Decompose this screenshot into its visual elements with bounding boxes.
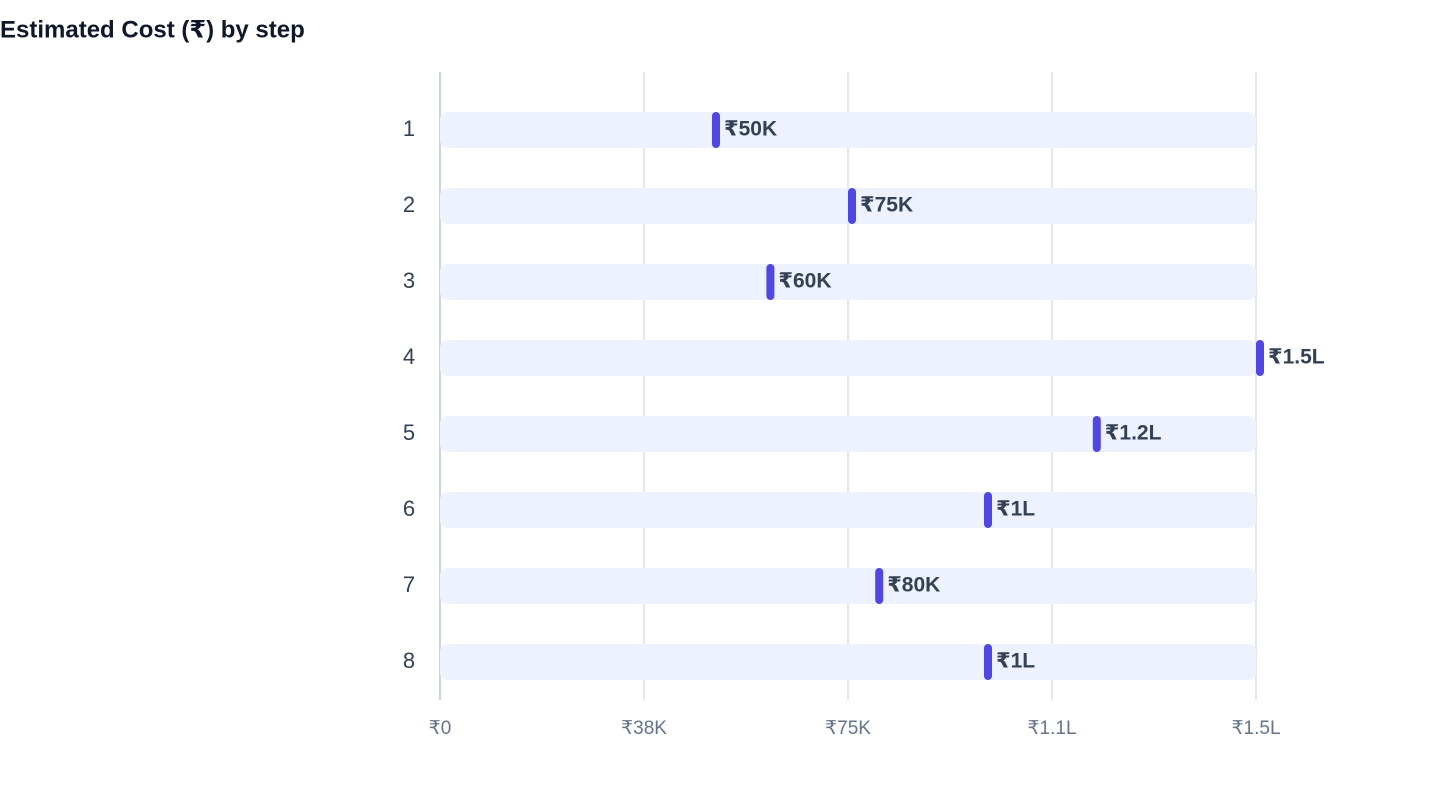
track [440,568,1256,604]
marker [766,264,775,300]
y-tick-label: 2 [403,192,415,217]
y-tick-label: 1 [403,116,415,141]
track [440,340,1256,376]
x-tick-label: ₹0 [429,718,452,739]
y-tick-label: 4 [403,344,415,369]
value-label: ₹60K [778,270,831,293]
marker [1256,340,1264,376]
marker [875,568,884,604]
value-label: ₹1L [996,650,1035,673]
x-tick-label: ₹75K [825,718,871,739]
value-label: ₹1.2L [1105,422,1162,445]
marker [712,112,720,148]
value-label: ₹80K [887,574,940,597]
value-label: ₹1.5L [1268,346,1325,369]
value-label: ₹50K [724,118,777,141]
track [440,644,1256,680]
y-tick-label: 3 [403,268,415,293]
marker [1092,416,1101,452]
value-label: ₹1L [996,498,1035,521]
track [440,492,1256,528]
value-label: ₹75K [860,194,913,217]
x-tick-label: ₹38K [621,718,667,739]
marker [984,492,992,528]
marker [848,188,856,224]
marker [984,644,992,680]
x-tick-label: ₹1.1L [1027,718,1076,739]
track [440,112,1256,148]
y-tick-label: 6 [403,496,415,521]
y-tick-label: 8 [403,648,415,673]
chart-title: Estimated Cost (₹) by step [0,16,305,43]
y-tick-label: 5 [403,420,415,445]
y-tick-label: 7 [403,572,415,597]
track [440,416,1256,452]
x-tick-label: ₹1.5L [1231,718,1280,739]
track [440,264,1256,300]
